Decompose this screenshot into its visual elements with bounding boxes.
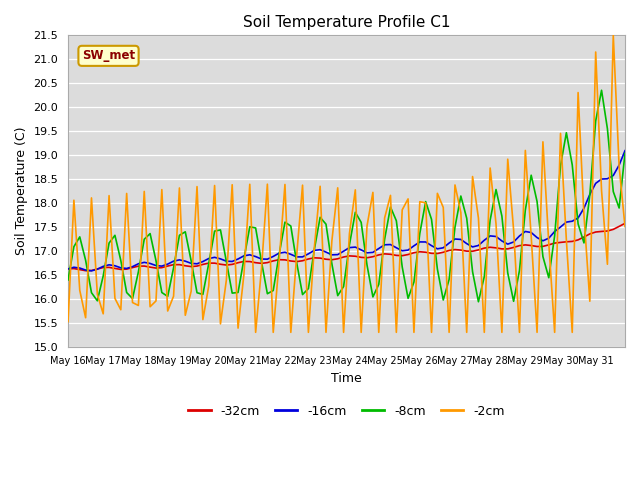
- Y-axis label: Soil Temperature (C): Soil Temperature (C): [15, 127, 28, 255]
- Title: Soil Temperature Profile C1: Soil Temperature Profile C1: [243, 15, 451, 30]
- Text: SW_met: SW_met: [82, 49, 135, 62]
- X-axis label: Time: Time: [331, 372, 362, 385]
- Legend: -32cm, -16cm, -8cm, -2cm: -32cm, -16cm, -8cm, -2cm: [183, 400, 510, 423]
